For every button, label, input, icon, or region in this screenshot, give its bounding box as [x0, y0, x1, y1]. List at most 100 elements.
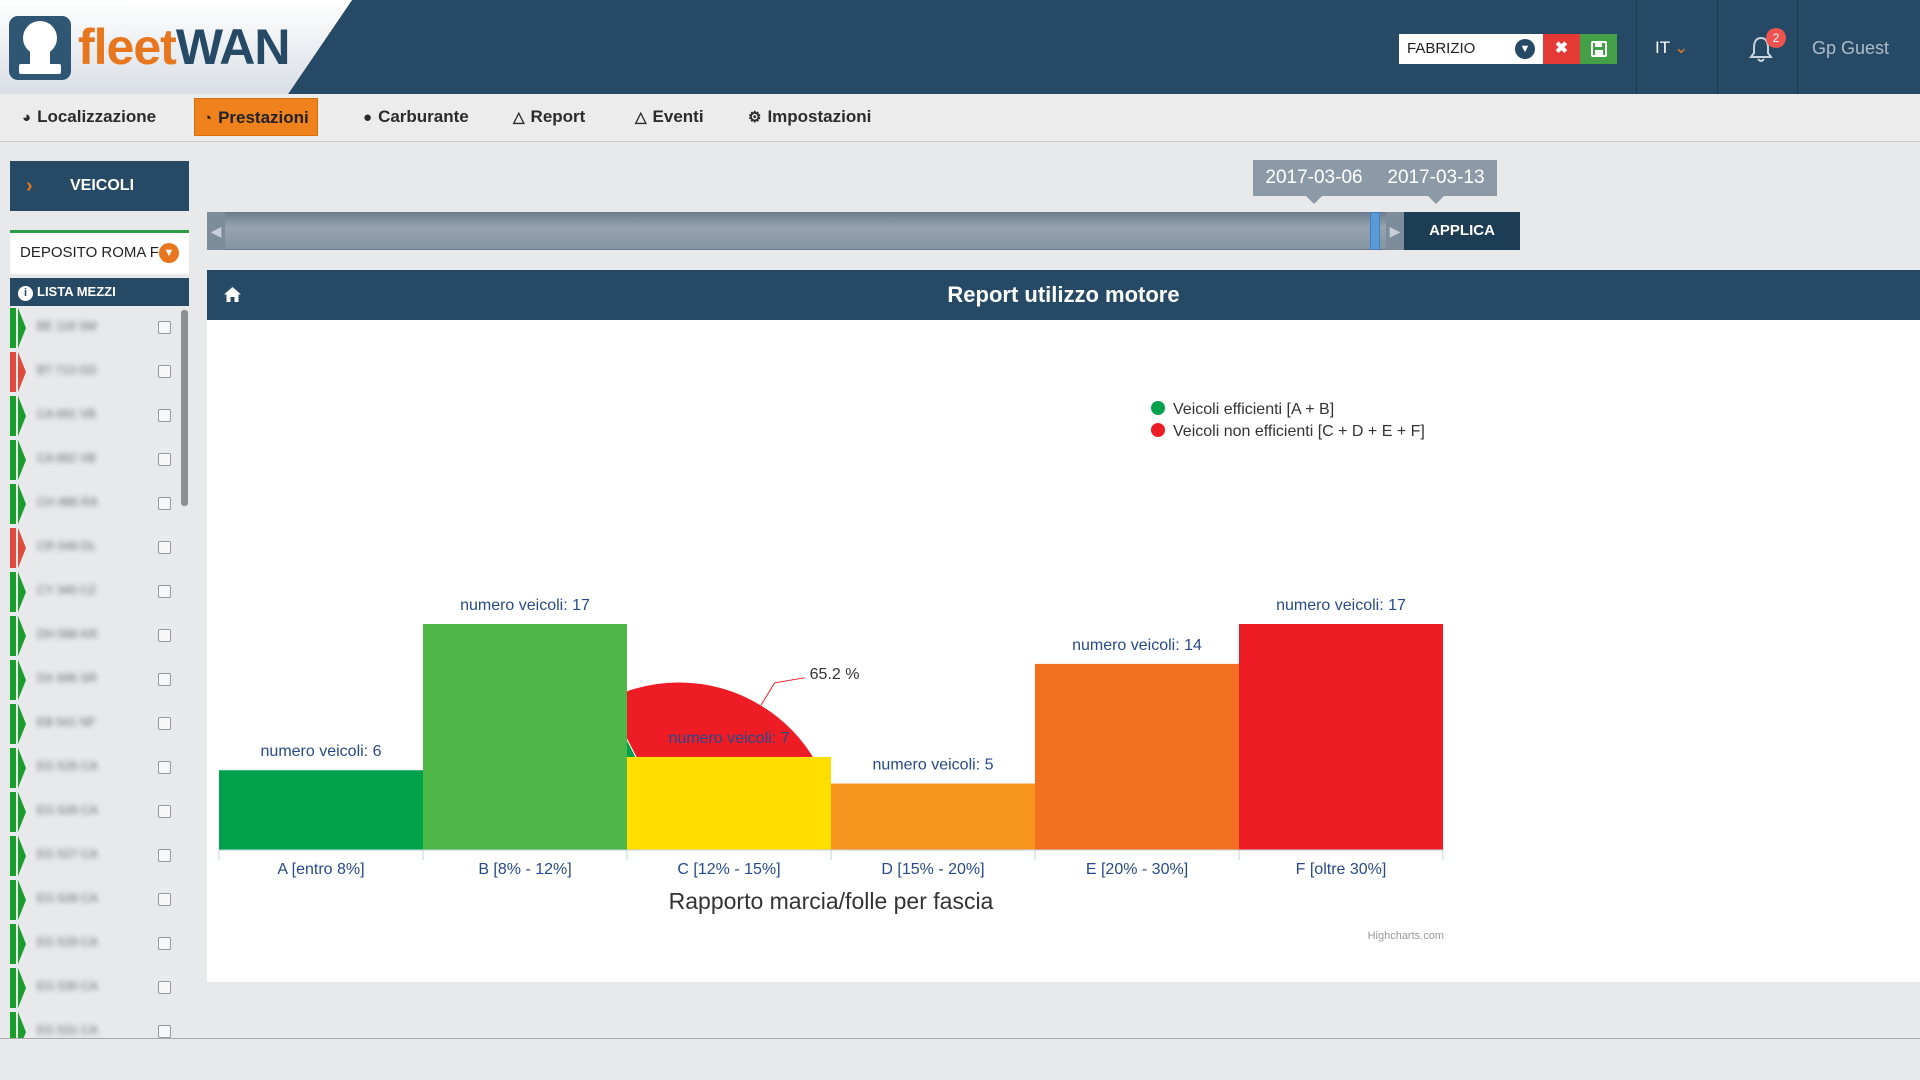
vehicle-plate: BE 118 SM: [37, 319, 97, 333]
nav-eventi[interactable]: △ Eventi: [627, 98, 712, 136]
dashboard-icon: ◕: [22, 109, 32, 126]
close-icon: ✖: [1554, 40, 1569, 57]
vehicle-list-item[interactable]: DX 696 SR: [10, 660, 180, 700]
vehicle-list-item[interactable]: EG 525 CA: [10, 748, 180, 788]
vehicle-plate: EG 530 CA: [37, 979, 98, 993]
vehicle-list-item[interactable]: BE 118 SM: [10, 308, 180, 348]
date-start-label: 2017-03-06: [1253, 160, 1375, 204]
vehicle-status-bar: [10, 880, 16, 920]
x-axis-tick-label: A [entro 8%]: [277, 861, 364, 878]
lightbulb-logo-icon: [9, 16, 71, 80]
language-select[interactable]: IT ⌄: [1655, 38, 1688, 58]
vehicle-status-marker: [18, 440, 26, 480]
vehicle-status-bar: [10, 528, 16, 568]
vehicle-list-item[interactable]: EG 528 CA: [10, 880, 180, 920]
vehicle-list-item[interactable]: EG 531 CA: [10, 1012, 180, 1038]
clear-button[interactable]: ✖: [1543, 34, 1580, 64]
vehicle-list: BE 118 SM BT 713 GD CA 691 VB CA 692 VB CH 4…: [10, 308, 189, 1038]
depot-select[interactable]: DEPOSITO ROMA F ▼: [10, 230, 189, 274]
vehicle-list-item[interactable]: EG 529 CA: [10, 924, 180, 964]
logo-background: [0, 0, 352, 94]
vehicle-checkbox[interactable]: [158, 937, 171, 950]
vehicle-list-scrollbar[interactable]: [181, 310, 188, 506]
vehicle-checkbox[interactable]: [158, 849, 171, 862]
vehicle-status-bar: [10, 924, 16, 964]
top-header: fleetWAN FABRIZIO ▼ ✖ IT ⌄ 2 Gp Guest: [0, 0, 1920, 94]
bar-data-label: numero veicoli: 14: [1072, 637, 1202, 654]
gear-icon: ⚙: [748, 109, 762, 126]
info-icon: i: [18, 286, 33, 301]
vehicle-list-item[interactable]: EG 527 CA: [10, 836, 180, 876]
vehicle-checkbox[interactable]: [158, 541, 171, 554]
x-axis-tick-label: F [oltre 30%]: [1296, 861, 1387, 878]
vehicle-list-item[interactable]: CH 486 RA: [10, 484, 180, 524]
vehicle-list-item[interactable]: EB 541 NF: [10, 704, 180, 744]
bar-data-label: numero veicoli: 17: [460, 597, 590, 614]
vehicle-list-item[interactable]: BT 713 GD: [10, 352, 180, 392]
pie-data-label: 65.2 %: [810, 666, 860, 683]
vehicle-checkbox[interactable]: [158, 365, 171, 378]
slider-scroll-left-button[interactable]: ◀: [207, 212, 225, 250]
chevron-down-icon: ⌄: [1674, 38, 1689, 57]
x-axis-tick-label: E [20% - 30%]: [1086, 861, 1188, 878]
vehicle-checkbox[interactable]: [158, 893, 171, 906]
vehicle-list-item[interactable]: EG 530 CA: [10, 968, 180, 1008]
user-name[interactable]: Gp Guest: [1812, 38, 1890, 58]
vehicle-checkbox[interactable]: [158, 629, 171, 642]
vehicle-plate: EB 541 NF: [37, 715, 96, 729]
vehicle-list-item[interactable]: DH 588 KR: [10, 616, 180, 656]
vehicle-checkbox[interactable]: [158, 805, 171, 818]
veicoli-toggle-button[interactable]: › VEICOLI: [10, 161, 189, 211]
vehicle-list-item[interactable]: CY 340 CZ: [10, 572, 180, 612]
home-icon[interactable]: [224, 287, 241, 307]
vehicle-checkbox[interactable]: [158, 453, 171, 466]
legend-item: Veicoli non efficienti [C + D + E + F]: [1173, 423, 1425, 440]
vehicle-status-bar: [10, 748, 16, 788]
nav-report[interactable]: △ Report: [505, 98, 593, 136]
vehicle-checkbox[interactable]: [158, 409, 171, 422]
vehicle-checkbox[interactable]: [158, 321, 171, 334]
vehicle-checkbox[interactable]: [158, 717, 171, 730]
vehicle-checkbox[interactable]: [158, 497, 171, 510]
legend-item: Veicoli efficienti [A + B]: [1173, 401, 1334, 418]
vehicle-checkbox[interactable]: [158, 1025, 171, 1038]
apply-button[interactable]: APPLICA: [1404, 212, 1520, 250]
report-header: Report utilizzo motore: [207, 270, 1920, 320]
bar-data-label: numero veicoli: 17: [1276, 597, 1406, 614]
x-axis-title: Rapporto marcia/folle per fascia: [669, 888, 994, 914]
vehicle-checkbox[interactable]: [158, 981, 171, 994]
date-end-label: 2017-03-13: [1375, 160, 1497, 204]
vehicle-status-bar: [10, 352, 16, 392]
vehicle-checkbox[interactable]: [158, 585, 171, 598]
vehicle-status-bar: [10, 704, 16, 744]
vehicle-status-bar: [10, 484, 16, 524]
vehicle-status-marker: [18, 308, 26, 348]
slider-handle[interactable]: [1370, 212, 1380, 250]
nav-localizzazione[interactable]: ◕ Localizzazione: [14, 98, 164, 136]
bar-data-label: numero veicoli: 5: [873, 757, 994, 774]
vehicle-list-item[interactable]: CR 049 DL: [10, 528, 180, 568]
slider-scroll-right-button[interactable]: ▶: [1386, 212, 1404, 250]
vehicle-list-header: i LISTA MEZZI: [10, 278, 189, 306]
nav-carburante[interactable]: ● Carburante: [355, 98, 477, 136]
nav-prestazioni[interactable]: ◔ Prestazioni: [194, 98, 318, 136]
date-range-slider[interactable]: [207, 212, 1404, 250]
arrow-right-icon: ▶: [1389, 223, 1401, 239]
vehicle-list-item[interactable]: CA 691 VB: [10, 396, 180, 436]
area-chart-icon: △: [513, 109, 525, 126]
vehicle-list-item[interactable]: EG 526 CA: [10, 792, 180, 832]
logo[interactable]: fleetWAN: [0, 0, 352, 94]
vehicle-status-bar: [10, 440, 16, 480]
save-button[interactable]: [1580, 34, 1617, 64]
footer-divider: [0, 1038, 1920, 1039]
vehicle-status-bar: [10, 968, 16, 1008]
chevron-down-icon: ▼: [1515, 39, 1535, 59]
report-chart: 34.8 %65.2 %Veicoli efficienti [A + B]Ve…: [218, 401, 1444, 942]
nav-impostazioni[interactable]: ⚙ Impostazioni: [740, 98, 879, 136]
vehicle-list-item[interactable]: CA 692 VB: [10, 440, 180, 480]
vehicle-status-bar: [10, 1012, 16, 1038]
vehicle-checkbox[interactable]: [158, 761, 171, 774]
user-select[interactable]: FABRIZIO ▼: [1399, 34, 1543, 64]
bar: [219, 770, 423, 850]
vehicle-checkbox[interactable]: [158, 673, 171, 686]
